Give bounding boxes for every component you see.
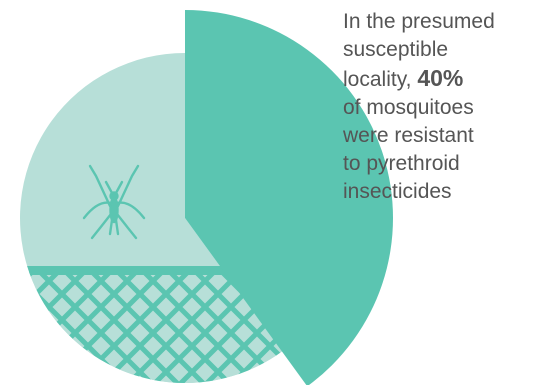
- callout-highlight: 40%: [417, 65, 464, 91]
- pie-slice-resistant: [185, 10, 393, 385]
- callout-text: In the presumed susceptible locality, 40…: [343, 8, 543, 206]
- mosquito-icon: [82, 164, 146, 240]
- bed-net-top-band: [20, 266, 350, 275]
- callout-before: In the presumed susceptible locality,: [343, 10, 495, 91]
- callout-after: of mosquitoes were resistant to pyrethro…: [343, 96, 474, 203]
